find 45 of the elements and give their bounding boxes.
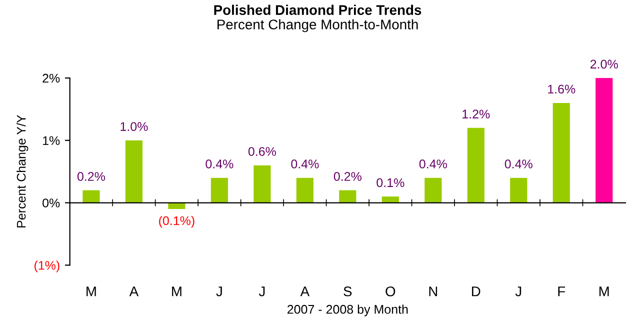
x-tick-label: A xyxy=(129,286,139,296)
data-label: 0.2% xyxy=(77,172,106,181)
y-tick-label: 2% xyxy=(42,74,60,83)
data-label: 0.4% xyxy=(206,160,234,168)
data-label: 0.6% xyxy=(248,147,276,156)
bar xyxy=(296,178,314,203)
x-tick-label: D xyxy=(472,286,480,296)
data-label: (0.1%) xyxy=(159,216,194,228)
x-axis-title: 2007 - 2008 by Month xyxy=(287,304,408,316)
bar xyxy=(467,128,484,203)
bar xyxy=(596,78,613,203)
x-tick-label: N xyxy=(429,286,438,296)
bar xyxy=(510,178,528,203)
data-label: 0.4% xyxy=(504,160,532,168)
bar xyxy=(254,165,271,203)
data-label: 2.0% xyxy=(590,60,618,69)
x-tick-label: F xyxy=(558,286,566,296)
data-label: 1.0% xyxy=(120,122,148,131)
y-tick-label: 1% xyxy=(43,136,60,145)
x-tick-label: J xyxy=(216,286,222,296)
y-tick-label: 0% xyxy=(42,198,60,208)
x-tick-label: A xyxy=(300,286,310,296)
x-tick-label: J xyxy=(515,286,522,296)
x-tick-label: M xyxy=(599,286,609,296)
bar xyxy=(339,190,356,203)
x-tick-label: M xyxy=(172,286,182,296)
chart-title: Polished Diamond Price Trends xyxy=(214,4,422,15)
data-label: 0.4% xyxy=(291,160,319,168)
chart-subtitle: Percent Change Month-to-Month xyxy=(218,19,418,32)
y-tick-label: (1%) xyxy=(34,260,60,272)
data-label: 1.2% xyxy=(462,110,490,118)
data-label: 0.1% xyxy=(376,178,404,188)
bar xyxy=(552,102,570,203)
x-tick-label: O xyxy=(386,286,396,296)
bar xyxy=(82,190,100,203)
data-label: 0.4% xyxy=(419,160,447,168)
bar xyxy=(210,178,228,203)
x-tick-label: M xyxy=(86,286,96,296)
bar xyxy=(125,140,143,203)
x-tick-label: S xyxy=(344,286,352,296)
data-label: 0.2% xyxy=(334,172,362,181)
y-axis-title: Percent Change Y/Y xyxy=(16,114,28,228)
data-label: 1.6% xyxy=(548,84,576,94)
bar xyxy=(424,178,442,203)
x-tick-label: J xyxy=(258,286,265,296)
